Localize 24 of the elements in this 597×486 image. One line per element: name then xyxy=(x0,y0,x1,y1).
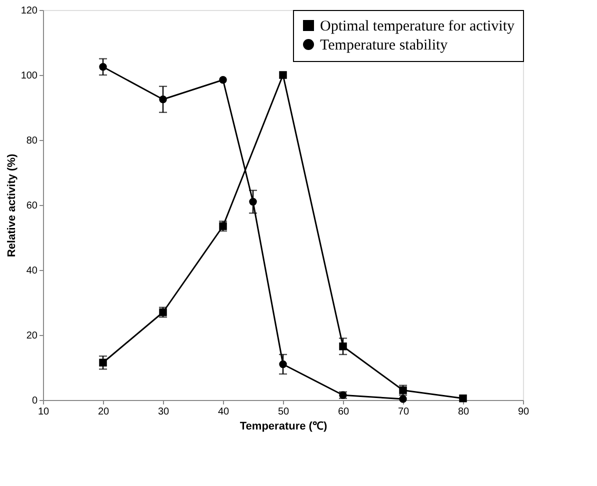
x-tick-label: 50 xyxy=(278,406,290,418)
x-tick-label: 10 xyxy=(38,406,50,418)
point xyxy=(279,71,287,79)
x-axis-title: Temperature (℃) xyxy=(240,420,328,432)
y-tick-label: 0 xyxy=(32,396,38,406)
y-tick-label: 120 xyxy=(20,6,38,16)
x-tick-label: 80 xyxy=(458,406,470,418)
legend-label: Optimal temperature for activity xyxy=(320,18,516,34)
x-tick-label: 20 xyxy=(98,406,110,418)
x-tick-label: 90 xyxy=(518,406,530,418)
x-tick-label: 60 xyxy=(338,406,350,418)
y-tick-label: 100 xyxy=(20,70,38,82)
y-tick-label: 40 xyxy=(26,266,38,276)
point xyxy=(219,76,227,84)
x-tick-label: 40 xyxy=(218,406,230,418)
point xyxy=(459,394,467,402)
legend-label: Temperature stability xyxy=(320,38,448,54)
y-tick-label: 80 xyxy=(26,136,38,146)
x-tick-label: 30 xyxy=(158,406,170,418)
x-tick-label: 70 xyxy=(398,406,410,418)
y-tick-label: 60 xyxy=(26,200,38,212)
y-axis-title: Relative activity (%) xyxy=(6,154,18,258)
y-tick-label: 20 xyxy=(26,330,38,342)
point xyxy=(399,395,407,403)
